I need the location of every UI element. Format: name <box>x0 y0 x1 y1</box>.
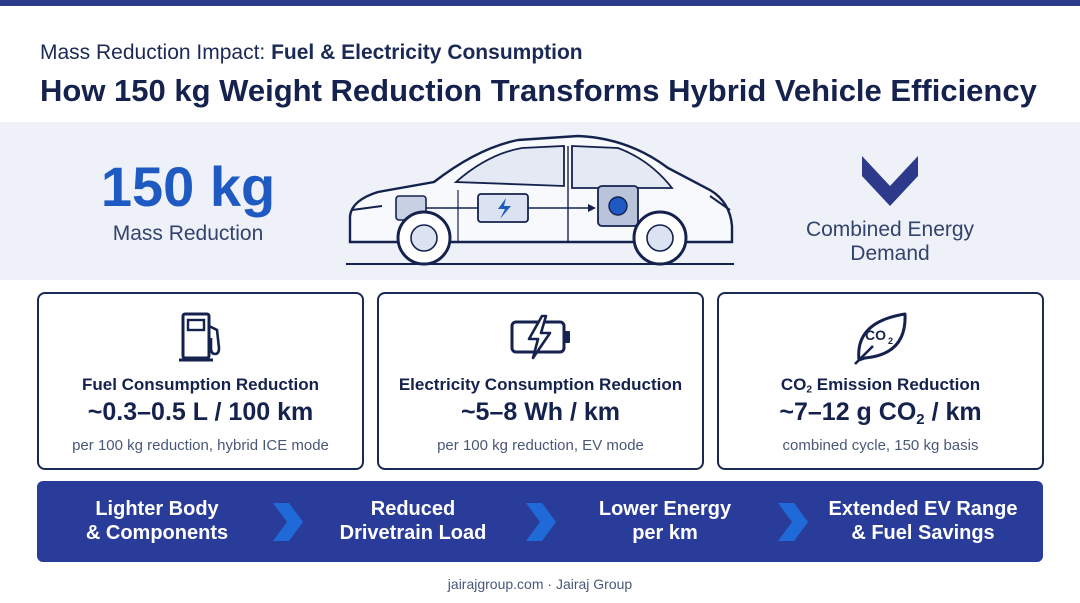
co2-title-sub: 2 <box>806 384 813 396</box>
header: Mass Reduction Impact: Fuel & Electricit… <box>40 40 1050 110</box>
process-flow-bar: Lighter Body & Components Reduced Drivet… <box>37 481 1043 562</box>
hero-band: 150 kg Mass Reduction Combined Energy De… <box>0 122 1080 280</box>
top-accent-bar <box>0 0 1080 6</box>
co2-icon-text: CO <box>865 327 886 343</box>
flow-step-extended-range: Extended EV Range & Fuel Savings <box>818 497 1028 545</box>
combined-energy-label: Combined Energy Demand <box>790 218 990 266</box>
card-note: combined cycle, 150 kg basis <box>782 437 979 454</box>
subtitle-prefix: Mass Reduction Impact: <box>40 41 272 64</box>
card-title: CO2 Emission Reduction <box>719 375 1042 396</box>
co2-leaf-icon: CO 2 <box>853 312 907 365</box>
flow-step-lighter-body: Lighter Body & Components <box>57 497 257 545</box>
flow-step-reduced-load: Reduced Drivetrain Load <box>313 497 513 545</box>
page-title: How 150 kg Weight Reduction Transforms H… <box>40 73 1037 108</box>
co2-title-post: Emission Reduction <box>812 375 981 394</box>
combined-energy-line2: Demand <box>850 242 930 265</box>
mass-reduction-label: Mass Reduction <box>112 222 264 245</box>
flow-step-lower-energy: Lower Energy per km <box>565 497 765 545</box>
flow-step-line2: Drivetrain Load <box>339 522 487 544</box>
card-value: ~7–12 g CO2 / km <box>719 398 1042 428</box>
hybrid-car-illustration <box>346 134 734 266</box>
flow-step-line1: Reduced <box>370 498 456 520</box>
card-note: per 100 kg reduction, hybrid ICE mode <box>72 437 329 454</box>
fuel-pump-icon <box>178 312 220 362</box>
flow-step-line2: & Fuel Savings <box>851 522 995 544</box>
co2-value-post: / km <box>924 398 982 426</box>
footer-credit: jairajgroup.com · Jairaj Group <box>447 576 633 592</box>
co2-emission-card: CO 2 CO2 Emission Reduction ~7–12 g CO2 … <box>717 292 1044 470</box>
card-value: ~0.3–0.5 L / 100 km <box>87 398 314 426</box>
chevron-right-icon <box>526 503 556 541</box>
card-title: Fuel Consumption Reduction <box>81 375 320 394</box>
flow-step-line1: Lower Energy <box>598 498 732 520</box>
card-title: Electricity Consumption Reduction <box>398 375 683 394</box>
electricity-consumption-card: Electricity Consumption Reduction ~5–8 W… <box>377 292 704 470</box>
card-note: per 100 kg reduction, EV mode <box>437 437 644 454</box>
subtitle-bold: Fuel & Electricity Consumption <box>271 41 583 64</box>
chevron-down-icon <box>862 156 918 206</box>
mass-reduction-value: 150 kg <box>100 155 276 218</box>
fuel-consumption-card: Fuel Consumption Reduction ~0.3–0.5 L / … <box>37 292 364 470</box>
flow-step-line1: Lighter Body <box>95 498 219 520</box>
chevron-right-icon <box>778 503 808 541</box>
flow-step-line2: per km <box>632 522 698 544</box>
co2-icon-sub: 2 <box>888 336 893 346</box>
battery-bolt-icon <box>510 314 570 360</box>
co2-value-pre: ~7–12 g CO <box>779 398 917 426</box>
combined-energy-line1: Combined Energy <box>805 218 975 241</box>
co2-title-pre: CO <box>780 375 807 394</box>
co2-value-sub: 2 <box>916 410 925 428</box>
card-value: ~5–8 Wh / km <box>460 398 621 426</box>
chevron-right-icon <box>273 503 303 541</box>
flow-step-line1: Extended EV Range <box>828 498 1018 520</box>
flow-step-line2: & Components <box>85 522 229 544</box>
subtitle: Mass Reduction Impact: Fuel & Electricit… <box>40 40 1050 66</box>
